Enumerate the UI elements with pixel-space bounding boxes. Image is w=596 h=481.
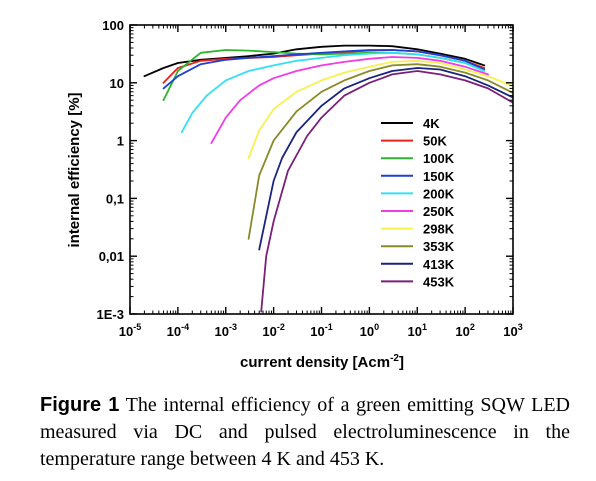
x-tick-label: 102 (455, 322, 474, 339)
x-tick-base: 10 (215, 324, 229, 339)
y-tick-label: 1 (117, 134, 124, 149)
legend-label: 4K (423, 116, 440, 131)
x-tick-exponent: 0 (374, 322, 379, 332)
legend-label: 353K (423, 239, 455, 254)
x-tick-exponent: -2 (277, 322, 285, 332)
x-tick-exponent: -5 (133, 322, 141, 332)
legend-label: 250K (423, 204, 455, 219)
x-tick-base: 10 (360, 324, 374, 339)
legend-entry-453k: 453K (381, 274, 455, 289)
ticks-layer (129, 24, 514, 315)
x-tick-label: 10-4 (167, 322, 189, 339)
legend-label: 200K (423, 186, 455, 201)
legend-label: 413K (423, 257, 455, 272)
x-axis-title-end: ] (399, 354, 404, 371)
y-tick-label: 0,01 (99, 249, 124, 264)
x-tick-exponent: 1 (422, 322, 427, 332)
chart: 10-5 10-4 10-3 10-2 10-1 100 101 102 1031E-30,01… (66, 18, 523, 371)
caption-label: Figure 1 (40, 394, 120, 416)
series-line-4k (143, 44, 486, 78)
x-tick-label: 10-3 (215, 322, 237, 339)
series-layer (143, 44, 513, 313)
y-tick-label: 1E-3 (97, 307, 124, 322)
series-line-200k (180, 51, 486, 134)
series-line-453k (260, 70, 513, 313)
legend-entry-4k: 4K (381, 116, 440, 131)
x-tick-exponent: -3 (229, 322, 237, 332)
legend-entry-100k: 100K (381, 151, 455, 166)
x-tick-base: 10 (503, 324, 517, 339)
plot-frame (129, 24, 514, 315)
x-tick-label: 10-5 (119, 322, 141, 339)
x-tick-base: 10 (262, 324, 276, 339)
series-line-353k (247, 63, 513, 240)
x-tick-label: 10-1 (310, 322, 332, 339)
x-tick-base: 10 (455, 324, 469, 339)
y-tick-label: 10 (110, 76, 124, 91)
x-axis-title-main: current density [Acm (240, 354, 390, 371)
legend-entry-353k: 353K (381, 239, 455, 254)
legend-entry-150k: 150K (381, 169, 455, 184)
series-line-298k (247, 59, 513, 159)
x-tick-base: 10 (167, 324, 181, 339)
legend-label: 298K (423, 222, 455, 237)
legend-entry-200k: 200K (381, 186, 455, 201)
x-tick-base: 10 (408, 324, 422, 339)
series-line-250k (210, 56, 489, 145)
x-tick-label: 100 (360, 322, 379, 339)
legend-label: 150K (423, 169, 455, 184)
legend-entry-250k: 250K (381, 204, 455, 219)
y-tick-label: 0,1 (106, 191, 124, 206)
legend-label: 453K (423, 274, 455, 289)
x-tick-exponent: 3 (518, 322, 523, 332)
x-tick-base: 10 (310, 324, 324, 339)
legend-entry-413k: 413K (381, 257, 455, 272)
series-line-150k (162, 49, 486, 90)
x-tick-exponent: 2 (470, 322, 475, 332)
y-axis-title: internal efficiency [%] (66, 92, 83, 247)
x-axis-title-sup: -2 (390, 353, 399, 364)
x-tick-label: 10-2 (262, 322, 284, 339)
x-axis-title: current density [Acm-2] (240, 353, 404, 371)
x-tick-exponent: -1 (325, 322, 333, 332)
legend-label: 50K (423, 134, 447, 149)
legend-entry-50k: 50K (381, 134, 447, 149)
legend: 4K 50K 100K 150K 200K 250K 298K 353K 413K 453K (381, 116, 455, 289)
legend-label: 100K (423, 151, 455, 166)
figure-caption: Figure 1 The internal efficiency of a gr… (40, 392, 570, 473)
x-tick-label: 101 (408, 322, 427, 339)
legend-entry-298k: 298K (381, 222, 455, 237)
x-tick-exponent: -4 (181, 322, 189, 332)
x-tick-base: 10 (119, 324, 133, 339)
x-tick-label: 103 (503, 322, 522, 339)
tick-labels: 10-5 10-4 10-3 10-2 10-1 100 101 102 1031E-30,01… (97, 18, 523, 339)
series-line-413k (258, 67, 513, 251)
y-tick-label: 100 (102, 18, 124, 33)
caption-text: The internal efficiency of a green emitt… (40, 394, 570, 470)
